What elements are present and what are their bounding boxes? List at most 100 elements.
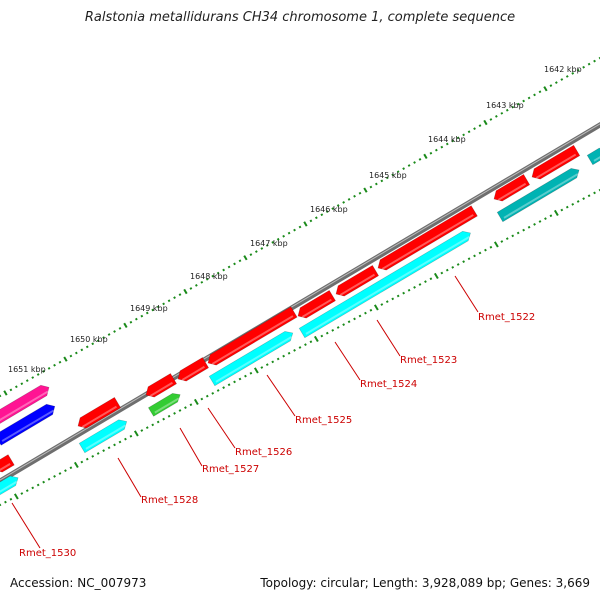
minor-tick (145, 311, 149, 315)
minor-tick (380, 179, 384, 183)
minor-tick (467, 257, 471, 261)
minor-tick (325, 210, 329, 214)
minor-tick (402, 167, 406, 170)
minor-tick (516, 231, 520, 235)
minor-tick (554, 81, 558, 84)
minor-tick (47, 477, 51, 481)
gene-label: Rmet_1528 (141, 495, 198, 506)
minor-tick (364, 311, 367, 315)
minor-tick (353, 194, 356, 198)
minor-tick (358, 191, 362, 195)
minor-tick (576, 68, 580, 72)
major-tick (433, 272, 439, 279)
minor-tick (418, 283, 422, 286)
minor-tick (102, 336, 106, 339)
minor-tick (407, 288, 411, 292)
minor-tick (238, 377, 242, 381)
minor-tick (505, 237, 509, 241)
minor-tick (178, 409, 182, 412)
leader-line (454, 275, 479, 313)
scale-label: 1644 kbp (428, 135, 466, 144)
minor-tick (129, 434, 133, 438)
minor-tick (167, 414, 171, 418)
minor-tick (385, 176, 389, 180)
gene-feature (298, 230, 471, 339)
minor-tick (249, 253, 253, 257)
minor-tick (593, 59, 596, 63)
minor-tick (47, 366, 51, 370)
scale-label: 1651 kbp (8, 365, 46, 374)
minor-tick (42, 480, 46, 484)
minor-tick (85, 345, 89, 349)
minor-tick (31, 486, 35, 490)
minor-tick (0, 503, 2, 507)
minor-tick (489, 118, 493, 121)
scale-label: 1643 kbp (486, 101, 524, 110)
minor-tick (576, 200, 580, 203)
major-tick (63, 356, 68, 362)
minor-tick (162, 417, 166, 421)
minor-tick (260, 247, 264, 250)
major-tick (73, 461, 79, 468)
minor-tick (424, 280, 427, 284)
gene-features (0, 144, 600, 496)
minor-tick (445, 268, 449, 272)
sequence-summary: Topology: circular; Length: 3,928,089 bp… (260, 576, 590, 590)
minor-tick (200, 397, 204, 401)
gene-labels: Rmet_1522 Rmet_1523 Rmet_1524 Rmet_1525 Rmet… (11, 275, 535, 559)
minor-tick (20, 382, 24, 386)
minor-tick (533, 93, 536, 97)
minor-tick (276, 237, 280, 241)
gene-feature (77, 396, 122, 429)
minor-tick (342, 201, 346, 204)
minor-tick (325, 331, 329, 335)
minor-tick (162, 302, 166, 306)
minor-tick (129, 320, 133, 324)
gene-feature (0, 384, 50, 424)
minor-tick (314, 216, 318, 220)
minor-tick (402, 291, 406, 295)
minor-tick (282, 234, 286, 238)
minor-tick (571, 202, 575, 206)
backbone (0, 122, 600, 484)
minor-tick (538, 90, 542, 94)
minor-tick (36, 483, 40, 487)
minor-tick (124, 437, 127, 441)
minor-tick (53, 474, 56, 478)
minor-tick (336, 204, 340, 207)
minor-tick (42, 370, 46, 373)
gene-feature (145, 373, 178, 398)
minor-tick (565, 205, 569, 209)
leader-line (117, 457, 142, 498)
minor-tick (473, 127, 476, 131)
major-tick (543, 86, 548, 92)
minor-tick (211, 274, 215, 278)
major-tick (243, 255, 248, 261)
minor-tick (69, 466, 73, 470)
leader-line (207, 407, 236, 449)
gene-feature (496, 168, 580, 223)
minor-tick (222, 386, 226, 389)
major-tick (13, 493, 19, 500)
minor-tick (347, 197, 351, 201)
accession-text: Accession: NC_007973 (10, 576, 147, 590)
major-tick (483, 119, 488, 126)
gene-feature (147, 393, 181, 417)
minor-tick (396, 294, 400, 298)
minor-tick (500, 111, 504, 115)
minor-tick (80, 348, 84, 352)
minor-tick (238, 259, 242, 263)
minor-tick (429, 277, 433, 281)
leader-line (334, 341, 361, 381)
minor-tick (249, 371, 253, 375)
minor-tick (560, 78, 564, 81)
minor-tick (178, 293, 182, 296)
minor-tick (287, 351, 291, 355)
minor-tick (216, 389, 220, 392)
minor-tick (336, 326, 340, 329)
minor-tick (184, 406, 187, 410)
major-tick (133, 430, 139, 437)
minor-tick (134, 317, 138, 321)
minor-tick (36, 373, 40, 376)
minor-tick (167, 299, 171, 303)
